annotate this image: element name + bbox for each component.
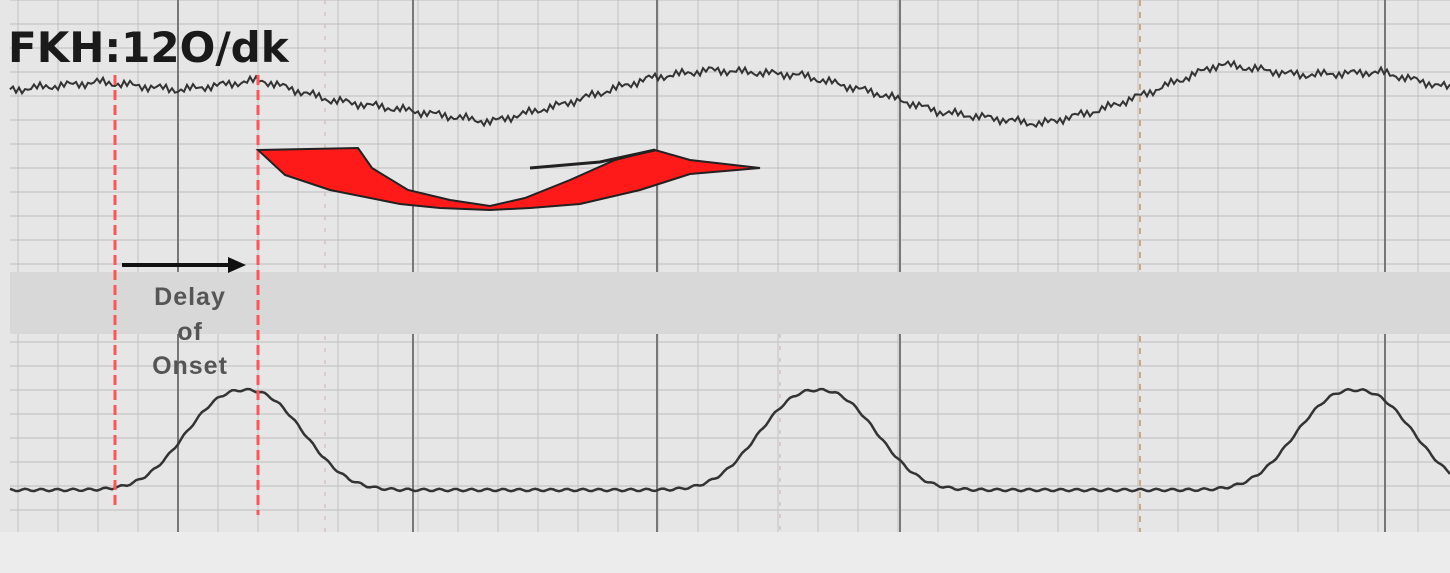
annotation-line: Onset [152,352,228,380]
contraction-trace [9,387,1450,493]
annotation-line: Delay [154,283,226,311]
fetal-heart-rate-trace [9,59,1450,129]
deceleration-highlight [255,146,761,212]
grid [10,0,1450,532]
deceleration-outline [529,148,656,170]
bottom-margin [0,532,1450,573]
delay-arrowhead [228,257,246,273]
annotation-line: of [177,318,203,346]
separator-band [10,272,1450,334]
title: FKH:12O/dk [8,23,290,72]
